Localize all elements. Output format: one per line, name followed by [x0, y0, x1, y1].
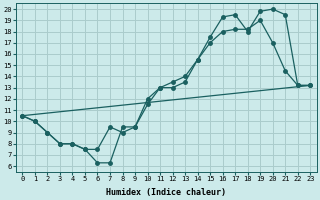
- X-axis label: Humidex (Indice chaleur): Humidex (Indice chaleur): [106, 188, 226, 197]
